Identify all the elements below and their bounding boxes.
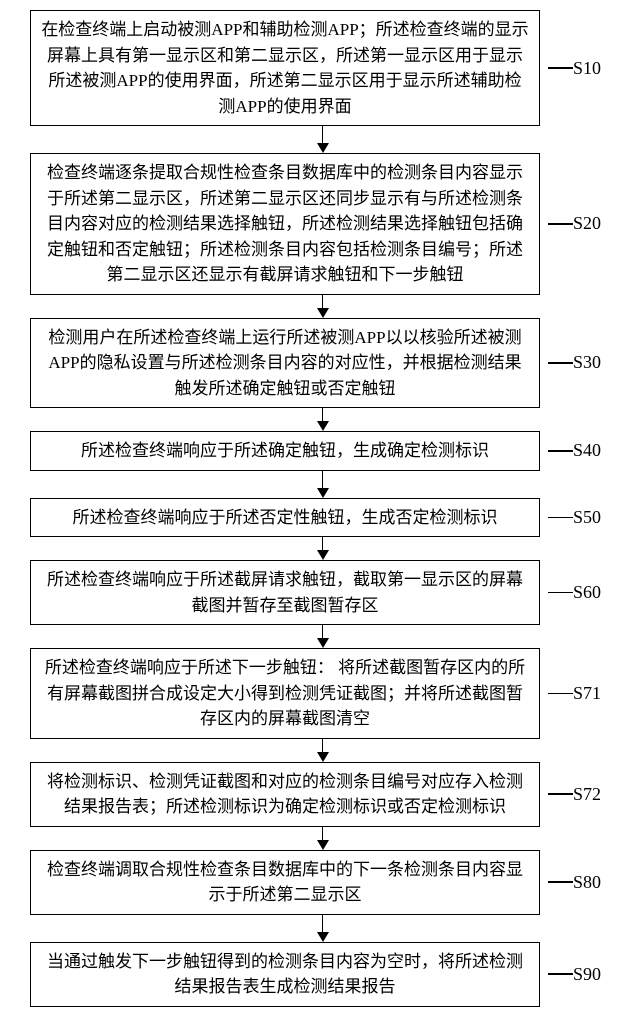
flowchart-container: 在检查终端上启动被测APP和辅助检测APP；所述检查终端的显示屏幕上具有第一显示… [10, 10, 615, 1007]
arrow-head-icon [317, 752, 329, 762]
step-box: 检测用户在所述检查终端上运行所述被测APP以以核验所述被测APP的隐私设置与所述… [30, 318, 540, 409]
step-label: S30 [573, 352, 601, 373]
flow-step-s80: 检查终端调取合规性检查条目数据库中的下一条检测条目内容显示于所述第二显示区 S80 [10, 850, 615, 915]
flow-step-s40: 所述检查终端响应于所述确定触钮，生成确定检测标识 S40 [10, 431, 615, 471]
step-label: S80 [573, 872, 601, 893]
flow-arrow [68, 537, 578, 560]
flow-arrow [68, 625, 578, 648]
step-box: 检查终端调取合规性检查条目数据库中的下一条检测条目内容显示于所述第二显示区 [30, 850, 540, 915]
step-label: S90 [573, 964, 601, 985]
step-box: 在检查终端上启动被测APP和辅助检测APP；所述检查终端的显示屏幕上具有第一显示… [30, 10, 540, 126]
arrow-head-icon [317, 840, 329, 850]
flow-step-s90: 当通过触发下一步触钮得到的检测条目内容为空时，将所述检测结果报告表生成检测结果报… [10, 942, 615, 1007]
arrow-line [322, 126, 324, 144]
flow-step-s50: 所述检查终端响应于所述否定性触钮，生成否定检测标识 S50 [10, 498, 615, 538]
step-label-connector: S20 [548, 213, 601, 234]
connector-line [548, 592, 573, 594]
connector-line [548, 973, 573, 975]
flow-step-s10: 在检查终端上启动被测APP和辅助检测APP；所述检查终端的显示屏幕上具有第一显示… [10, 10, 615, 126]
step-label-connector: S60 [548, 582, 601, 603]
flow-arrow [68, 126, 578, 153]
step-label-connector: S10 [548, 58, 601, 79]
connector-line [548, 517, 573, 519]
step-box: 所述检查终端响应于所述截屏请求触钮，截取第一显示区的屏幕截图并暂存至截图暂存区 [30, 560, 540, 625]
flow-arrow [68, 471, 578, 498]
connector-line [548, 223, 573, 225]
connector-line [548, 67, 573, 69]
arrow-head-icon [317, 143, 329, 153]
step-label: S20 [573, 213, 601, 234]
step-label-connector: S71 [548, 683, 601, 704]
arrow-line [322, 739, 324, 753]
step-box: 所述检查终端响应于所述下一步触钮： 将所述截图暂存区内的所有屏幕截图拼合成设定大… [30, 648, 540, 739]
step-label: S72 [573, 784, 601, 805]
arrow-line [322, 625, 324, 639]
step-label: S40 [573, 440, 601, 461]
step-box: 所述检查终端响应于所述否定性触钮，生成否定检测标识 [30, 498, 540, 538]
arrow-line [322, 827, 324, 841]
connector-line [548, 362, 573, 364]
step-box: 当通过触发下一步触钮得到的检测条目内容为空时，将所述检测结果报告表生成检测结果报… [30, 942, 540, 1007]
step-box: 检查终端逐条提取合规性检查条目数据库中的检测条目内容显示于所述第二显示区，所述第… [30, 153, 540, 295]
flow-arrow [68, 739, 578, 762]
step-box: 将检测标识、检测凭证截图和对应的检测条目编号对应存入检测结果报告表；所述检测标识… [30, 762, 540, 827]
flow-step-s72: 将检测标识、检测凭证截图和对应的检测条目编号对应存入检测结果报告表；所述检测标识… [10, 762, 615, 827]
step-label: S71 [573, 683, 601, 704]
arrow-line [322, 537, 324, 551]
connector-line [548, 450, 573, 452]
step-label-connector: S30 [548, 352, 601, 373]
connector-line [548, 881, 573, 883]
flow-step-s30: 检测用户在所述检查终端上运行所述被测APP以以核验所述被测APP的隐私设置与所述… [10, 318, 615, 409]
step-label-connector: S40 [548, 440, 601, 461]
step-label: S10 [573, 58, 601, 79]
arrow-head-icon [317, 421, 329, 431]
step-label: S60 [573, 582, 601, 603]
arrow-head-icon [317, 932, 329, 942]
step-label-connector: S50 [548, 507, 601, 528]
flow-arrow [68, 295, 578, 318]
step-label-connector: S80 [548, 872, 601, 893]
arrow-line [322, 408, 324, 422]
arrow-head-icon [317, 638, 329, 648]
arrow-head-icon [317, 550, 329, 560]
connector-line [548, 693, 573, 695]
flow-step-s71: 所述检查终端响应于所述下一步触钮： 将所述截图暂存区内的所有屏幕截图拼合成设定大… [10, 648, 615, 739]
connector-line [548, 793, 573, 795]
arrow-line [322, 471, 324, 489]
arrow-line [322, 295, 324, 309]
flow-step-s60: 所述检查终端响应于所述截屏请求触钮，截取第一显示区的屏幕截图并暂存至截图暂存区 S… [10, 560, 615, 625]
arrow-head-icon [317, 488, 329, 498]
flow-arrow [68, 408, 578, 431]
step-label-connector: S72 [548, 784, 601, 805]
step-box: 所述检查终端响应于所述确定触钮，生成确定检测标识 [30, 431, 540, 471]
step-label-connector: S90 [548, 964, 601, 985]
step-label: S50 [573, 507, 601, 528]
flow-arrow [68, 915, 578, 942]
flow-arrow [68, 827, 578, 850]
arrow-head-icon [317, 308, 329, 318]
flow-step-s20: 检查终端逐条提取合规性检查条目数据库中的检测条目内容显示于所述第二显示区，所述第… [10, 153, 615, 295]
arrow-line [322, 915, 324, 933]
